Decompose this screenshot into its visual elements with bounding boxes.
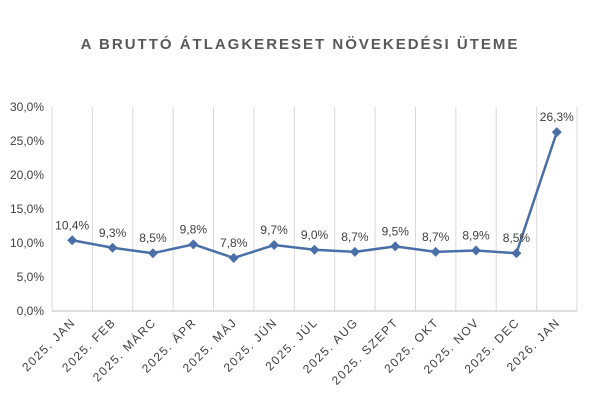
data-label: 7,8% bbox=[220, 236, 248, 250]
y-tick-label: 0,0% bbox=[17, 304, 45, 318]
data-point bbox=[471, 245, 482, 256]
data-point bbox=[269, 240, 280, 251]
data-label: 9,5% bbox=[382, 224, 410, 238]
data-label: 9,8% bbox=[180, 222, 208, 236]
data-point bbox=[147, 248, 158, 259]
data-label: 8,5% bbox=[139, 231, 167, 245]
data-point bbox=[107, 242, 118, 253]
y-tick-label: 20,0% bbox=[10, 168, 44, 182]
data-label: 8,5% bbox=[503, 231, 531, 245]
data-point bbox=[228, 252, 239, 263]
data-point bbox=[349, 246, 360, 257]
data-point bbox=[67, 235, 78, 246]
y-tick-label: 5,0% bbox=[17, 270, 45, 284]
data-point bbox=[390, 241, 401, 252]
data-label: 10,4% bbox=[55, 218, 89, 232]
data-point bbox=[511, 248, 522, 259]
chart-title: A BRUTTÓ ÁTLAGKERESET NÖVEKEDÉSI ÜTEME bbox=[80, 36, 520, 53]
data-label: 9,7% bbox=[260, 223, 288, 237]
y-tick-label: 30,0% bbox=[10, 100, 44, 114]
y-tick-label: 25,0% bbox=[10, 134, 44, 148]
data-point bbox=[430, 246, 441, 257]
data-point bbox=[309, 244, 320, 255]
data-point bbox=[551, 127, 562, 138]
data-label: 8,9% bbox=[462, 228, 490, 242]
data-label: 8,7% bbox=[422, 230, 450, 244]
data-label: 9,3% bbox=[99, 226, 127, 240]
data-label: 8,7% bbox=[341, 230, 369, 244]
data-label: 26,3% bbox=[540, 110, 574, 124]
data-point bbox=[188, 239, 199, 250]
y-tick-label: 15,0% bbox=[10, 202, 44, 216]
y-tick-label: 10,0% bbox=[10, 236, 44, 250]
data-label: 9,0% bbox=[301, 228, 329, 242]
